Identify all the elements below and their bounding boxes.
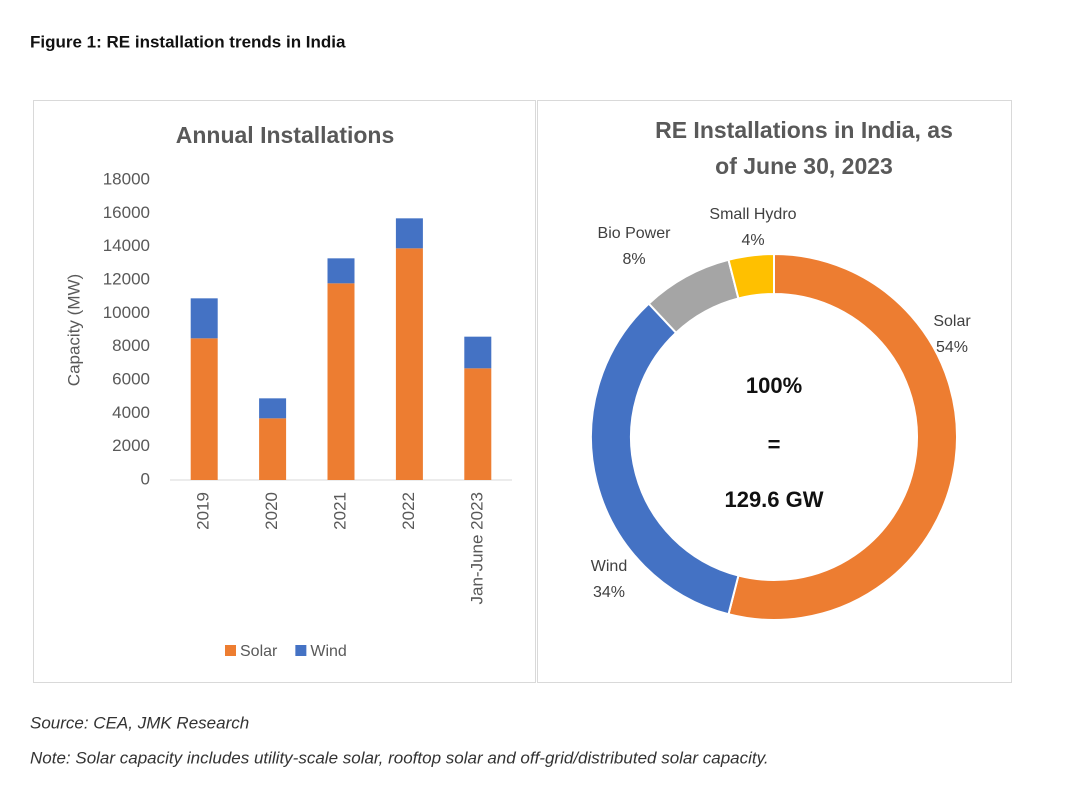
segment-label: Small Hydro [709, 206, 796, 223]
y-tick-label: 12000 [103, 269, 150, 288]
segment-label: Wind [591, 558, 627, 575]
segment-label: Bio Power [598, 225, 672, 242]
segment-label: Solar [933, 313, 971, 330]
bar-segment [464, 368, 492, 480]
y-tick-label: 8000 [112, 336, 150, 355]
x-tick-label: 2020 [262, 492, 281, 530]
legend-label: Solar [240, 643, 278, 660]
panel-border [537, 100, 1012, 683]
legend-swatch [295, 645, 307, 656]
x-tick-label: 2021 [330, 492, 349, 530]
note: Note: Solar capacity includes utility-sc… [30, 748, 769, 767]
chart-title: RE Installations in India, as [655, 117, 953, 143]
center-annotation: = [768, 432, 781, 457]
x-tick-label: 2019 [194, 492, 213, 530]
value-label: 4% [741, 232, 764, 249]
y-tick-label: 18000 [103, 169, 150, 188]
center-annotation: 100% [746, 373, 802, 398]
y-tick-label: 10000 [103, 303, 150, 322]
y-tick-label: 2000 [112, 436, 150, 455]
y-axis-label: Capacity (MW) [64, 274, 83, 386]
y-tick-label: 14000 [103, 236, 150, 255]
bar-segment [190, 298, 218, 339]
bar-segment [395, 248, 423, 480]
value-label: 8% [622, 251, 645, 268]
bar-segment [259, 398, 287, 419]
center-annotation: 129.6 GW [724, 487, 823, 512]
legend-swatch [225, 645, 236, 656]
chart-title: Annual Installations [176, 122, 395, 148]
bar-segment [327, 283, 355, 480]
bar-segment [464, 336, 492, 369]
x-tick-label: Jan-June 2023 [467, 492, 486, 604]
donut-segment [727, 252, 958, 621]
bar-segment [395, 218, 423, 249]
chart-title: of June 30, 2023 [715, 153, 893, 179]
value-label: 34% [593, 584, 625, 601]
figure-title: Figure 1: RE installation trends in Indi… [30, 32, 346, 51]
bar-segment [190, 338, 218, 480]
y-tick-label: 0 [141, 469, 150, 488]
bar-segment [327, 258, 355, 284]
y-tick-label: 4000 [112, 403, 150, 422]
legend-label: Wind [310, 643, 346, 660]
y-tick-label: 16000 [103, 203, 150, 222]
donut-segment [727, 252, 775, 300]
panel-border [33, 100, 536, 683]
x-tick-label: 2022 [399, 492, 418, 530]
bar-segment [259, 418, 287, 480]
value-label: 54% [936, 339, 968, 356]
y-tick-label: 6000 [112, 369, 150, 388]
source-note: Source: CEA, JMK Research [30, 713, 249, 732]
